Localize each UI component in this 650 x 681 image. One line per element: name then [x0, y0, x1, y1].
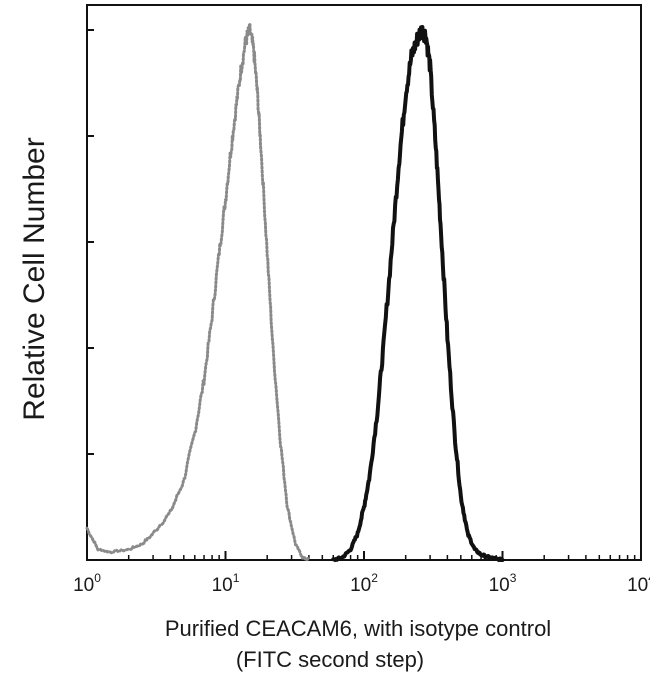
- x-tick-label-3: 103: [489, 571, 517, 596]
- x-tick-label-1: 101: [212, 571, 240, 596]
- y-axis-label: Relative Cell Number: [18, 137, 51, 420]
- plot-frame: [86, 4, 642, 561]
- plot-area: 100 101 102 103 104: [73, 4, 650, 596]
- series-line-1: [331, 25, 505, 562]
- x-tick-label-4: 104: [627, 571, 650, 596]
- series-line-0: [85, 22, 311, 562]
- x-tick-label-0: 100: [73, 571, 101, 596]
- x-tick-label-2: 102: [350, 571, 378, 596]
- x-axis-label-line-2: (FITC second step): [236, 647, 424, 672]
- x-axis-label-line-1: Purified CEACAM6, with isotype control: [165, 616, 551, 641]
